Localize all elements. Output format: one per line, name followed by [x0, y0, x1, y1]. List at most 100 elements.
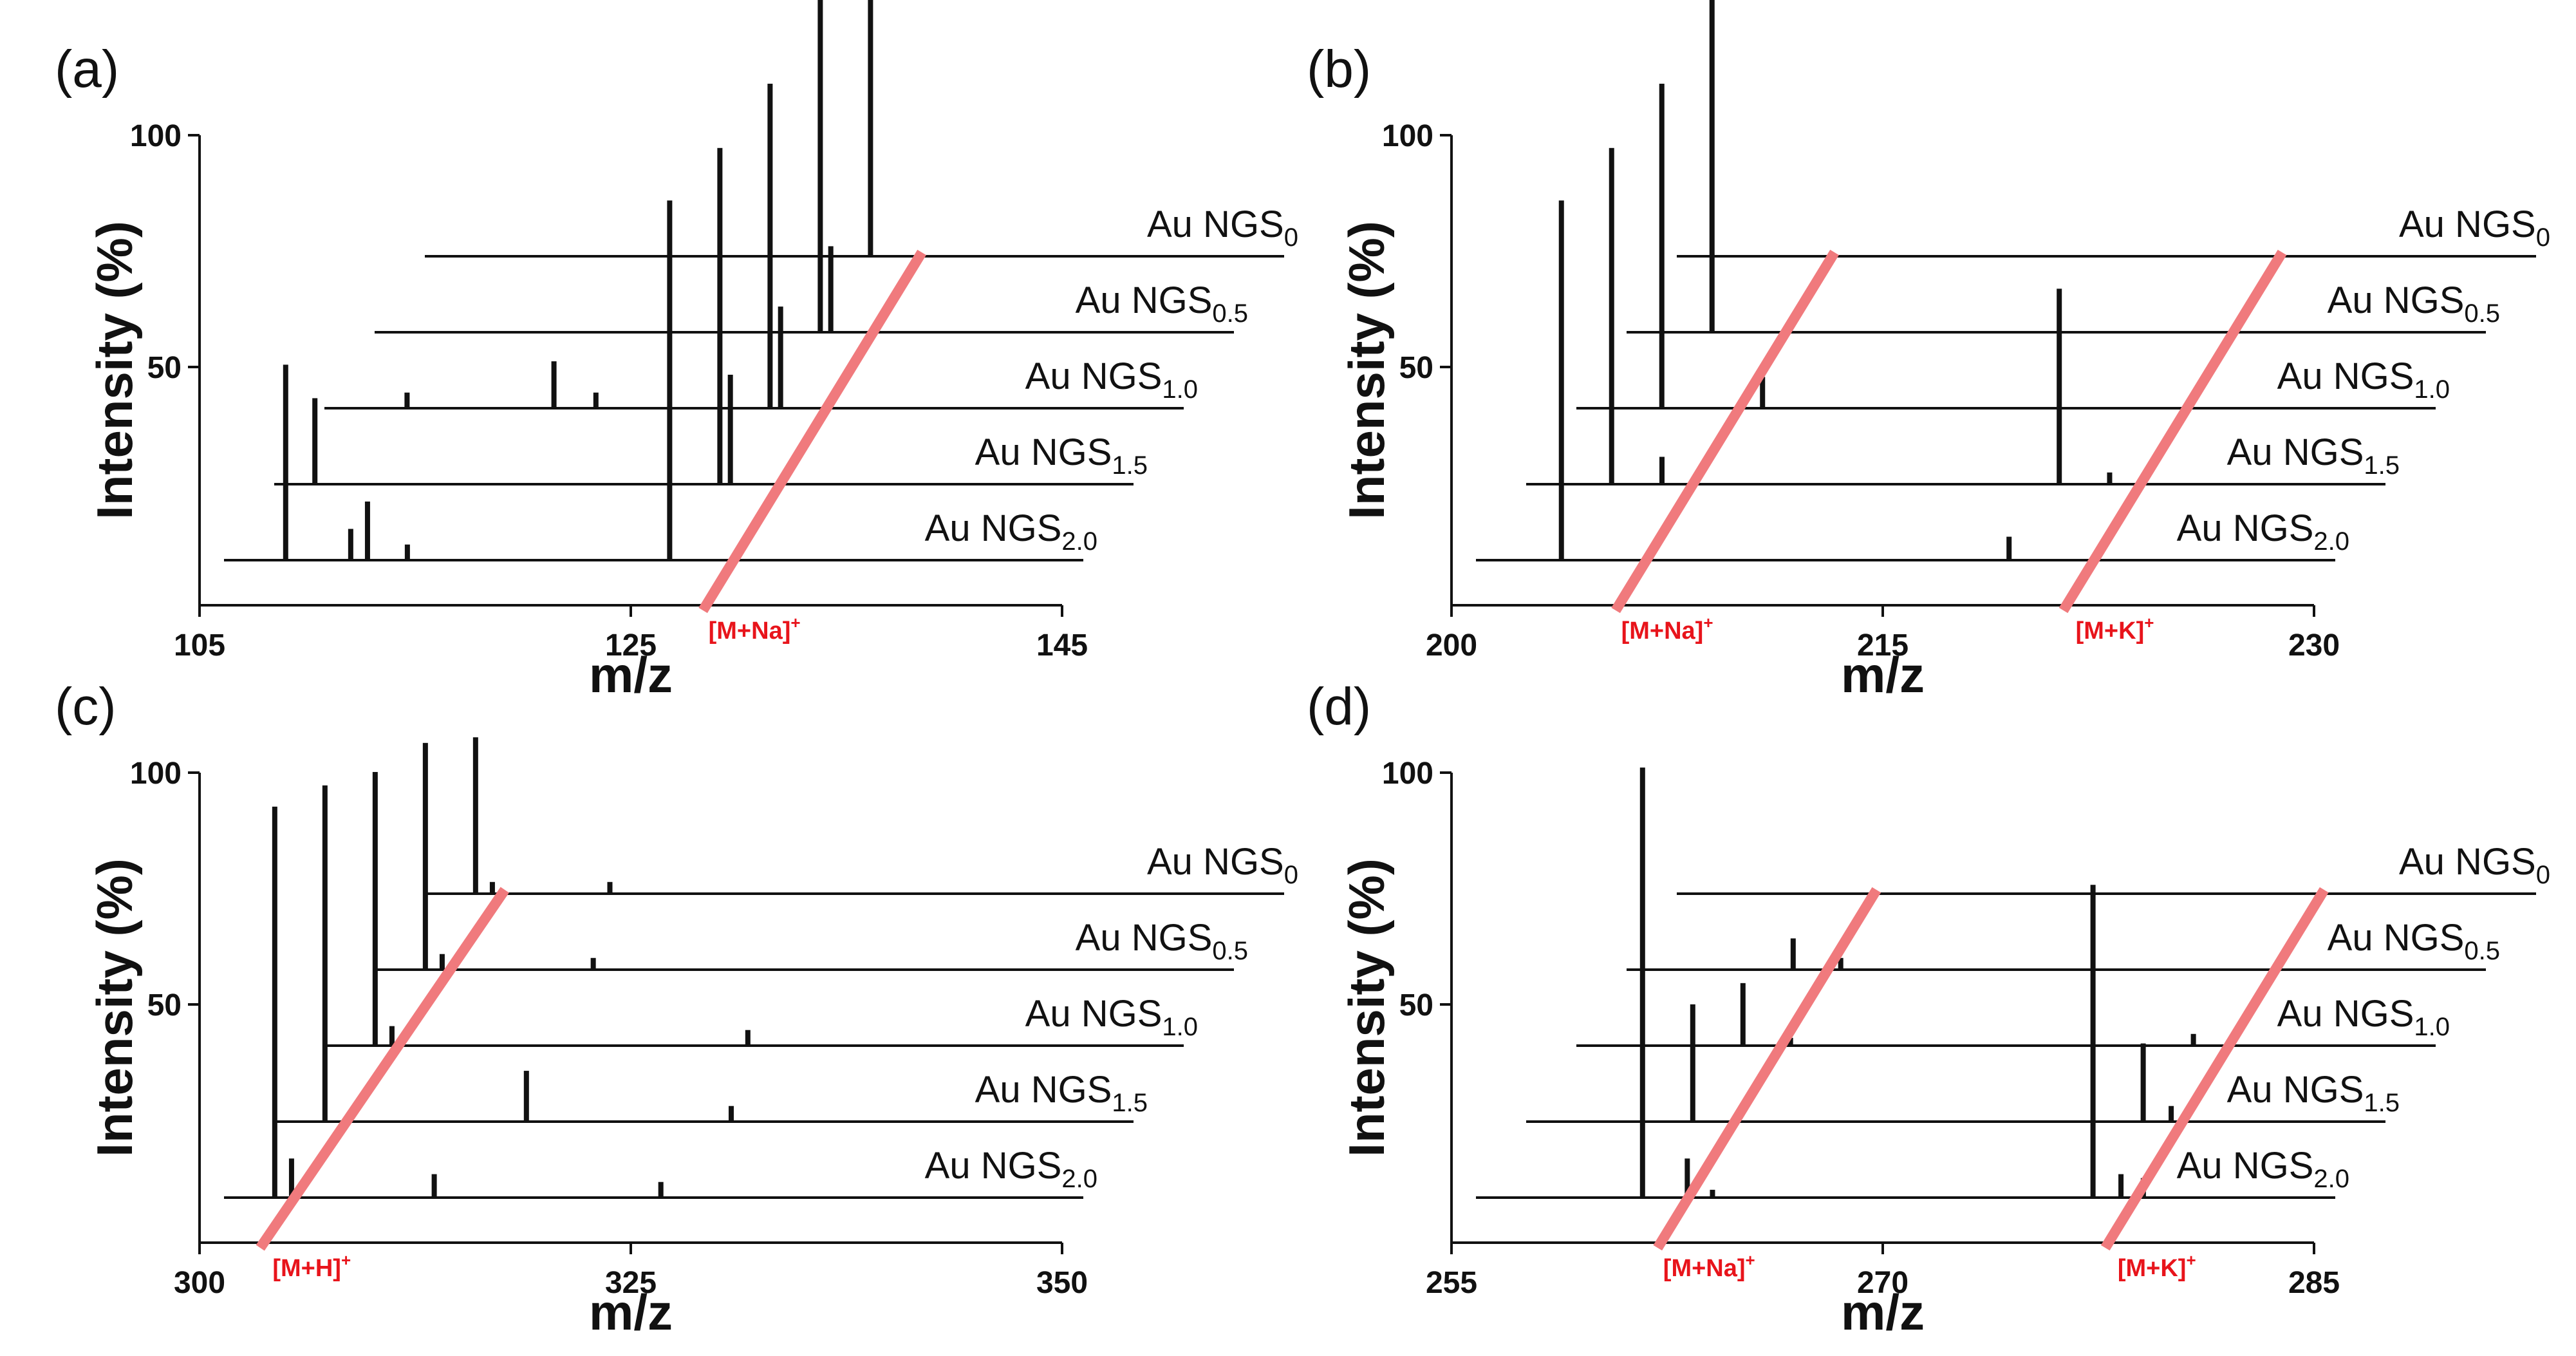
panel-label: (b) [1307, 40, 1371, 99]
x-tick-label: 270 [1857, 1266, 1909, 1300]
panel-b: (b) 50 100 200 215 230 m/z Intensity (%) Au NGS0… [1307, 0, 2550, 703]
spectrum-peak [322, 785, 328, 1122]
x-tick-label: 255 [1426, 1266, 1477, 1300]
spectrum-peak [745, 1030, 751, 1046]
spectrum-peak [422, 742, 428, 970]
spectrum-peak [728, 1106, 734, 1122]
y-tick-label: 100 [1382, 757, 1433, 791]
y-tick-label: 100 [130, 757, 182, 791]
trace-label: Au NGS1.0 [1025, 355, 1198, 404]
spectrum-peak [489, 881, 495, 894]
x-tick-label: 300 [174, 1266, 225, 1300]
ion-trendline [1611, 249, 1839, 614]
trace-0.5: Au NGS0.5 [375, 0, 1248, 334]
trace-label: Au NGS1.0 [2277, 993, 2450, 1041]
spectrum-peak [472, 737, 478, 894]
spectrum-peak [727, 374, 733, 484]
spectrum-peak [1558, 200, 1564, 561]
spectrum-peak [404, 544, 410, 560]
trace-label: Au NGS2.0 [2177, 507, 2349, 556]
trace-0.5: Au NGS0.5 [375, 742, 1248, 971]
y-tick-label: 100 [130, 119, 182, 153]
spectrum-peak [1709, 0, 1715, 332]
x-tick-label: 325 [605, 1266, 657, 1300]
ion-trendline [698, 249, 926, 614]
y-tick-label: 100 [1382, 119, 1433, 153]
spectrum-peak [2169, 1106, 2174, 1122]
ion-trendline [2100, 887, 2329, 1251]
spectrum-peak [389, 1026, 395, 1046]
spectrum-peak [2140, 1043, 2146, 1122]
panel-label: (a) [55, 40, 119, 99]
ion-label: [M+Na]+ [1663, 1250, 1755, 1282]
trace-1.5: Au NGS1.5 [274, 147, 1148, 485]
spectrum-peak [778, 306, 783, 408]
trace-2.0: Au NGS2.0 [224, 200, 1097, 561]
spectrum-peak [1659, 457, 1665, 484]
panel-label: (d) [1307, 677, 1371, 736]
x-axis-title: m/z [589, 1284, 673, 1341]
trace-label: Au NGS2.0 [925, 507, 1097, 556]
panel-a: (a) 50 100 105 125 145 m/z Intensity (%) Au NGS0… [55, 0, 1298, 703]
spectrum-peak [868, 0, 873, 256]
trace-1.5: Au NGS1.5 [1526, 1004, 2400, 1123]
panel-c: (c) 50 100 300 325 350 m/z Intensity (%) Au NGS0… [55, 677, 1298, 1341]
spectrum-peak [2118, 1174, 2124, 1198]
trace-label: Au NGS0 [1147, 841, 1298, 889]
trace-1.0: Au NGS1.0 [1576, 983, 2450, 1047]
ion-label: [M+K]+ [2076, 613, 2154, 645]
spectrum-peak [312, 398, 318, 484]
spectrum-peak [272, 806, 277, 1198]
trace-1.0: Au NGS1.0 [324, 771, 1198, 1047]
y-axis-title: Intensity (%) [1338, 221, 1395, 520]
ion-label: [M+H]+ [272, 1250, 351, 1282]
trace-0.5: Au NGS0.5 [1627, 0, 2500, 334]
x-tick-label: 125 [605, 628, 657, 663]
spectrum-peak [1710, 1189, 1715, 1198]
trace-1.0: Au NGS1.0 [1576, 84, 2450, 410]
spectrum-peak [372, 771, 378, 1046]
trace-label: Au NGS1.0 [1025, 993, 1198, 1041]
trace-label: Au NGS0.5 [1076, 279, 1248, 328]
y-axis-title: Intensity (%) [1338, 858, 1395, 1157]
trace-label: Au NGS1.5 [2227, 431, 2400, 480]
spectrum-peak [2057, 288, 2062, 484]
spectrum-peak [1609, 147, 1614, 485]
spectrum-peak [2090, 885, 2096, 1198]
spectrum-peak [1760, 377, 1766, 408]
spectrum-peak [439, 954, 445, 970]
trace-label: Au NGS1.5 [2227, 1069, 2400, 1117]
x-tick-label: 285 [2288, 1266, 2340, 1300]
trace-label: Au NGS1.5 [975, 431, 1148, 480]
spectrum-peak [1790, 938, 1796, 970]
trace-label: Au NGS1.0 [2277, 355, 2450, 404]
spectrum-peak [1690, 1004, 1695, 1122]
trace-0: Au NGS0 [425, 0, 1298, 258]
spectrum-peak [607, 881, 613, 894]
y-tick-label: 50 [147, 988, 182, 1022]
spectrum-peak [1740, 983, 1746, 1046]
trace-1.0: Au NGS1.0 [324, 84, 1198, 410]
x-tick-label: 200 [1426, 628, 1477, 663]
trace-label: Au NGS0 [1147, 203, 1298, 252]
spectrum-peak [523, 1071, 529, 1122]
trace-label: Au NGS2.0 [925, 1145, 1097, 1193]
spectrum-peak [590, 957, 596, 970]
trace-label: Au NGS2.0 [2177, 1145, 2349, 1193]
spectrum-peak [767, 84, 773, 409]
spectrum-peak [1838, 957, 1843, 970]
panel-d: (d) 50 100 255 270 285 m/z Intensity (%) Au NGS0… [1307, 677, 2550, 1341]
spectrum-peak [1639, 767, 1645, 1198]
spectrum-peak [2107, 472, 2113, 484]
spectrum-peak [2190, 1033, 2196, 1046]
x-tick-label: 350 [1036, 1266, 1088, 1300]
y-axis-title: Intensity (%) [86, 221, 143, 520]
spectrum-peak [667, 200, 673, 561]
trace-2.0: Au NGS2.0 [224, 806, 1097, 1199]
ion-trendline [256, 887, 509, 1251]
x-tick-label: 230 [2288, 628, 2340, 663]
x-tick-label: 215 [1857, 628, 1909, 663]
y-tick-label: 50 [1399, 351, 1433, 385]
trace-0.5: Au NGS0.5 [1627, 917, 2500, 971]
